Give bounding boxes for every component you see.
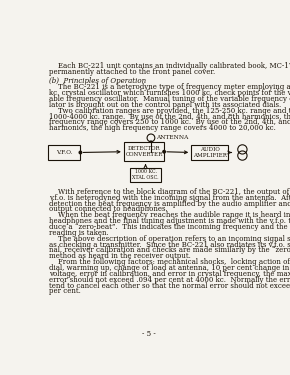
Text: The above description of operation refers to an incoming signal such: The above description of operation refer…	[49, 235, 290, 243]
Text: harmonics, the high frequency range covers 4000 to 20,000 kc.: harmonics, the high frequency range cove…	[49, 124, 276, 132]
Text: permanently attached to the front panel cover.: permanently attached to the front panel …	[49, 68, 215, 76]
Text: voltage, error in calibration, and error in crystal frequency, the maximum: voltage, error in calibration, and error…	[49, 270, 290, 278]
Text: 1000 KC.
XTAL OSC.: 1000 KC. XTAL OSC.	[132, 170, 159, 180]
Text: nal, receiver calibration and checks are made similarly by the “zero-beat”: nal, receiver calibration and checks are…	[49, 246, 290, 254]
Text: Two calibration ranges are provided, the 125-250 kc. range and the: Two calibration ranges are provided, the…	[49, 107, 290, 115]
Text: DETECTOR
CONVERTER: DETECTOR CONVERTER	[125, 146, 163, 157]
Circle shape	[150, 141, 152, 144]
Text: ANTENNA: ANTENNA	[156, 135, 189, 140]
Circle shape	[163, 150, 165, 153]
Text: per cent.: per cent.	[49, 287, 81, 296]
Text: method as heard in the receiver output.: method as heard in the receiver output.	[49, 252, 191, 260]
Text: able frequency oscillator.  Manual tuning of the variable frequency oscil-: able frequency oscillator. Manual tuning…	[49, 95, 290, 103]
Text: tend to cancel each other so that the normal error should not exceed .02: tend to cancel each other so that the no…	[49, 282, 290, 290]
Text: error should not exceed .094 per cent at 4000 kc.  Normally the errors: error should not exceed .094 per cent at…	[49, 276, 290, 284]
Bar	[130, 168, 161, 182]
Text: (b)  Principles of Operation: (b) Principles of Operation	[49, 77, 146, 85]
Text: as checking a transmitter.  Since the BC-221 also radiates its v.f.o. sig-: as checking a transmitter. Since the BC-…	[49, 241, 290, 249]
Text: headphones and the final tuning adjustment is made with the v.f.o. to pro-: headphones and the final tuning adjustme…	[49, 217, 290, 225]
Text: When the beat frequency reaches the audible range it is heard in the: When the beat frequency reaches the audi…	[49, 211, 290, 219]
Bar	[191, 145, 229, 160]
Text: output connected to headphones.: output connected to headphones.	[49, 206, 167, 213]
Text: 1000-4000 kc. range.  By use of the 2nd, 4th, and 8th harmonics, the low: 1000-4000 kc. range. By use of the 2nd, …	[49, 112, 290, 121]
Text: duce a “zero-beat”.  This indicates the incoming frequency and the dial: duce a “zero-beat”. This indicates the i…	[49, 223, 290, 231]
Bar	[48, 145, 80, 160]
Text: - 5 -: - 5 -	[142, 330, 155, 338]
Text: With reference to the block diagram of the BC-221, the output of the: With reference to the block diagram of t…	[49, 188, 290, 196]
Text: dial, warming up, change of load at antenna, 10 per cent change in battery: dial, warming up, change of load at ante…	[49, 264, 290, 272]
Bar	[124, 142, 164, 161]
Text: v.f.o. is heterodyned with the incoming signal from the antenna.  After: v.f.o. is heterodyned with the incoming …	[49, 194, 290, 202]
Text: AUDIO
AMPLIFIER: AUDIO AMPLIFIER	[193, 147, 227, 158]
Text: reading is taken.: reading is taken.	[49, 229, 108, 237]
Circle shape	[79, 151, 82, 154]
Text: The BC-221 is a heterodyne type of frequency meter employing a 1000: The BC-221 is a heterodyne type of frequ…	[49, 83, 290, 92]
Text: lator is brought out on the control panel with its associated dials.: lator is brought out on the control pane…	[49, 101, 281, 109]
Text: kc. crystal oscillator which furnishes 1000 kc. check points for the vari-: kc. crystal oscillator which furnishes 1…	[49, 89, 290, 97]
Text: From the following factors: mechanical shocks,  locking action of: From the following factors: mechanical s…	[49, 258, 290, 266]
Text: Each BC-221 unit contains an individually calibrated book, MC-177,: Each BC-221 unit contains an individuall…	[58, 62, 290, 70]
Text: V.F.O.: V.F.O.	[56, 150, 72, 155]
Text: frequency range covers 250 to 1000 kc.  By use of the 2nd, 4th, and 5th: frequency range covers 250 to 1000 kc. B…	[49, 118, 290, 126]
Text: detection the beat frequency is amplified by the audio amplifier and its: detection the beat frequency is amplifie…	[49, 200, 290, 208]
